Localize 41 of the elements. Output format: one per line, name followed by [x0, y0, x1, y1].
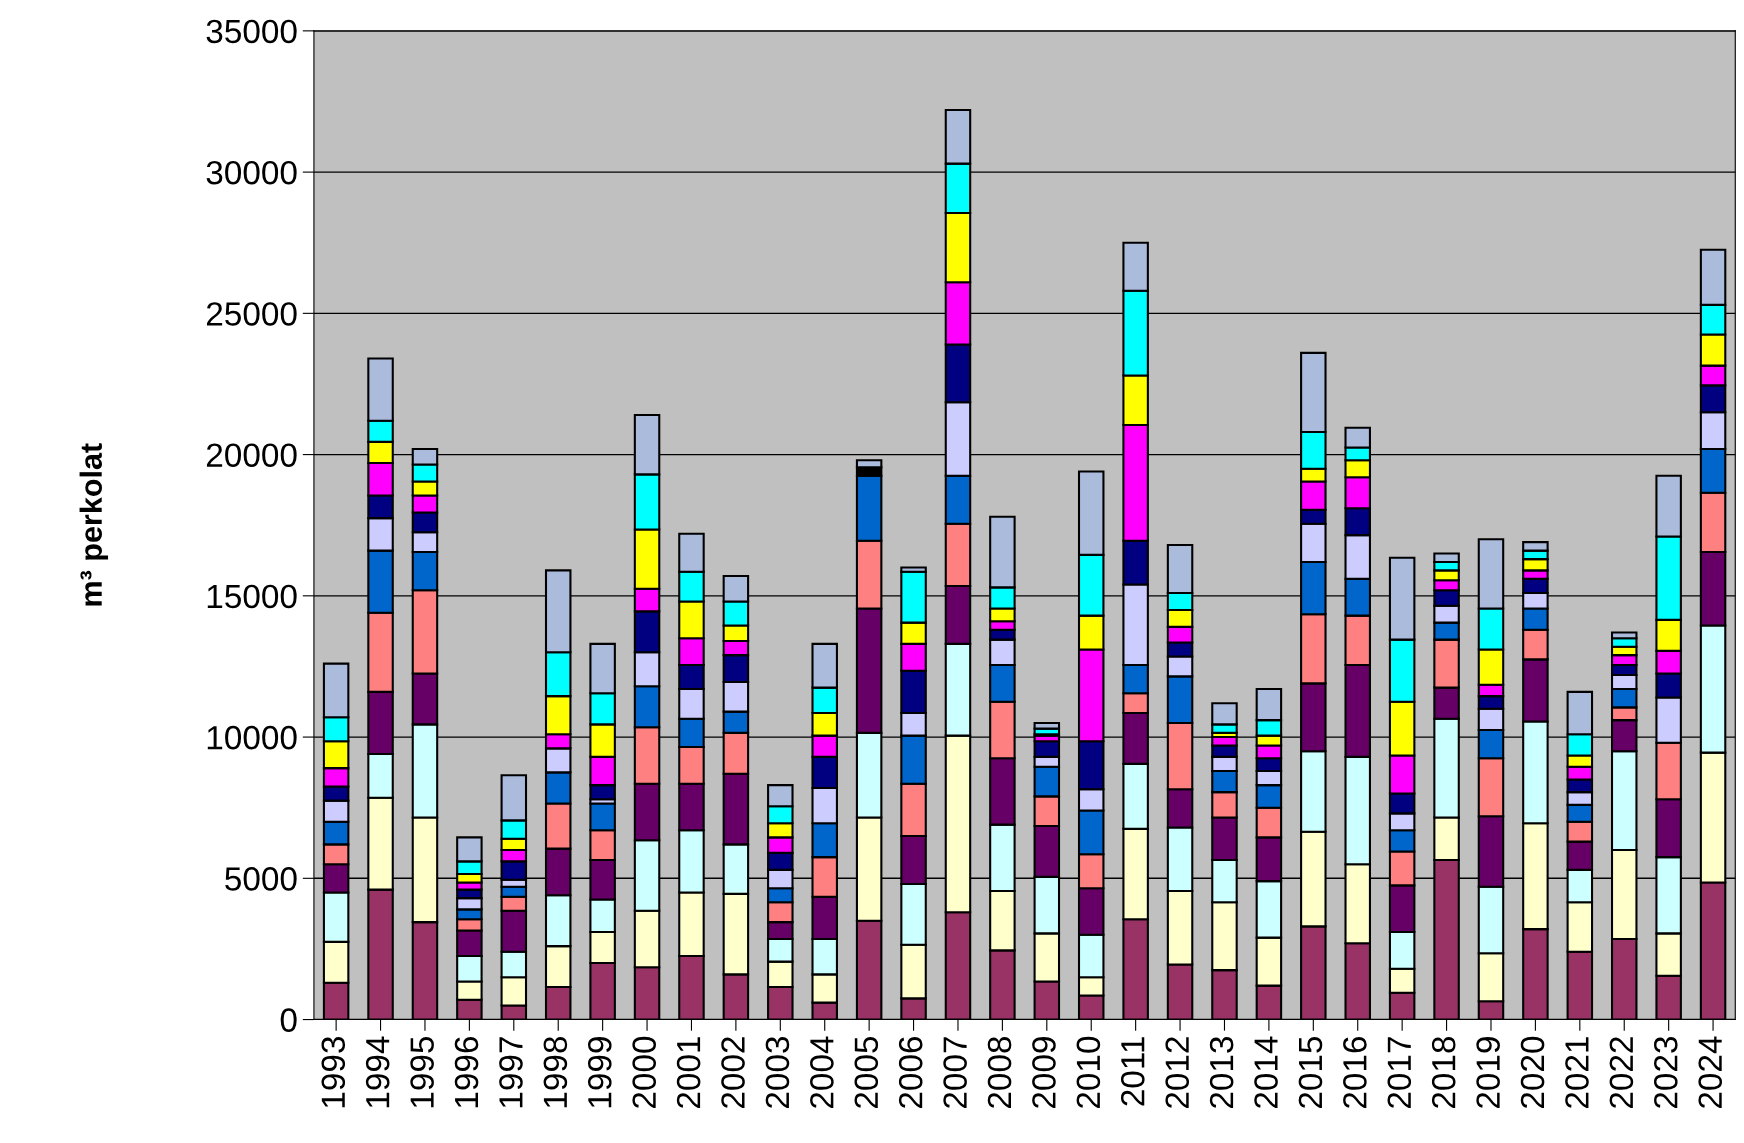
x-tick-label: 2010: [1076, 1036, 1101, 1108]
x-tick-label: 2000: [632, 1036, 656, 1108]
x-tick-label: 2001: [676, 1037, 701, 1108]
x-tick-label: 2016: [1343, 1036, 1367, 1108]
x-tick-label: 2021: [1565, 1037, 1589, 1108]
y-tick-label: 35000: [206, 19, 297, 44]
x-tick-label: 2002: [721, 1037, 745, 1108]
y-tick-label: 20000: [206, 443, 297, 467]
x-tick-label: 2023: [1654, 1036, 1678, 1108]
x-tick-label: 2022: [1609, 1037, 1634, 1108]
x-tick-label: 1998: [543, 1036, 568, 1108]
y-tick-label: 5000: [225, 867, 297, 891]
x-tick-label: 2014: [1254, 1036, 1278, 1108]
x-tick-label: 2011: [1120, 1037, 1145, 1106]
x-tick-label: 1995: [410, 1036, 434, 1108]
x-tick-label: 2004: [810, 1036, 834, 1108]
y-tick-label: 10000: [207, 725, 297, 750]
x-tick-label: 2005: [854, 1036, 879, 1108]
x-tick-label: 1996: [454, 1036, 479, 1108]
x-tick-label: 2009: [1032, 1037, 1056, 1108]
x-tick-label: 2018: [1431, 1036, 1456, 1108]
x-tick-label: 1993: [321, 1036, 346, 1108]
x-tick-label: 1994: [365, 1036, 390, 1108]
x-tick-label: 2006: [898, 1036, 923, 1108]
x-tick-label: 2013: [1209, 1036, 1234, 1108]
x-tick-label: 2024: [1698, 1036, 1723, 1108]
x-tick-label: 2020: [1520, 1036, 1545, 1108]
y-axis-title: m³ perkolat: [79, 443, 109, 606]
y-tick-label: 0: [280, 1008, 297, 1032]
x-tick-label: 2003: [765, 1036, 790, 1108]
x-tick-label: 2015: [1298, 1036, 1323, 1108]
y-tick-label: 15000: [207, 584, 297, 609]
x-tick-label: 2012: [1165, 1037, 1190, 1108]
x-tick-label: 1999: [587, 1037, 612, 1108]
x-tick-label: 2008: [987, 1036, 1012, 1108]
x-tick-label: 2017: [1387, 1037, 1412, 1108]
x-tick-label: 2007: [943, 1037, 967, 1108]
y-tick-label: 25000: [206, 302, 297, 326]
x-tick-label: 2019: [1476, 1037, 1500, 1108]
x-tick-label: 1997: [499, 1037, 523, 1108]
y-tick-label: 30000: [206, 160, 297, 185]
